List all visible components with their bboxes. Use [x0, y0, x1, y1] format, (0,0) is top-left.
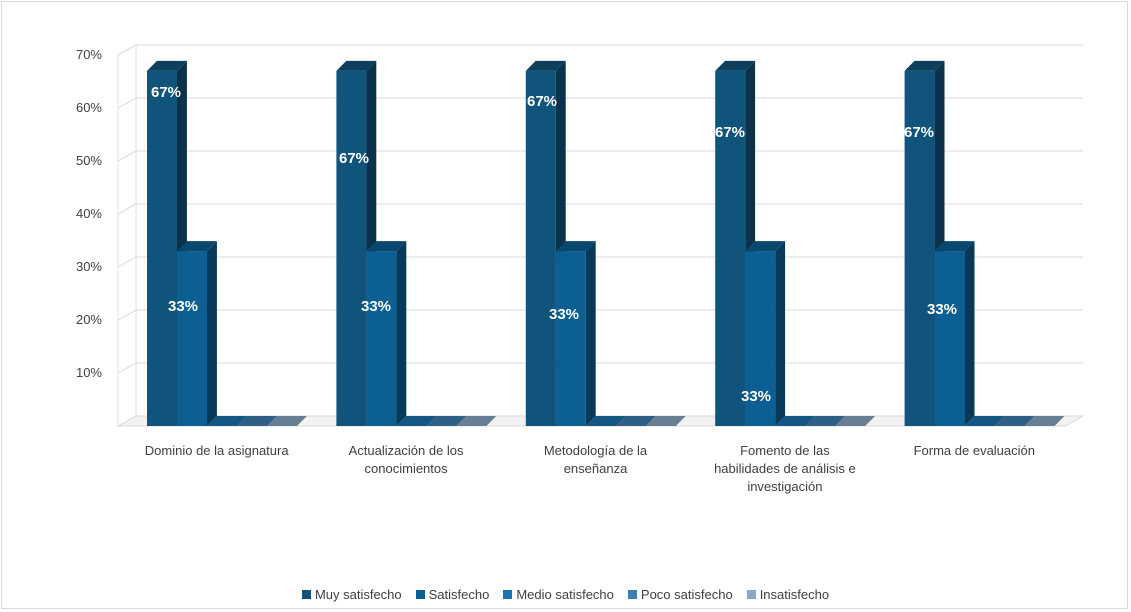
gridline-side [117, 362, 137, 374]
bar-side [207, 241, 217, 426]
y-tick-label: 10% [76, 365, 102, 380]
bar-top [805, 416, 846, 426]
y-tick-label: 30% [76, 259, 102, 274]
legend-label: Insatisfecho [759, 587, 830, 602]
bar [715, 70, 746, 427]
x-category-label: conocimientos [365, 461, 449, 476]
gridline-side [117, 309, 137, 321]
x-category-label: habilidades de análisis e [714, 461, 856, 476]
y-tick-label: 50% [76, 153, 102, 168]
data-label: 67% [904, 124, 934, 141]
legend-label: Muy satisfecho [314, 587, 402, 602]
bar [745, 251, 776, 426]
y-tick-label: 70% [76, 47, 102, 62]
x-category-label: Fomento de las [740, 443, 830, 458]
data-label: 33% [927, 301, 957, 318]
bar-top [715, 60, 756, 71]
x-category-label: Actualización de los [349, 443, 464, 458]
bar-top [366, 241, 407, 252]
y-tick-label: 60% [76, 100, 102, 115]
legend-swatch [301, 590, 311, 599]
bar-top [835, 416, 876, 426]
bar-top [1024, 416, 1065, 426]
legend-label: Satisfecho [428, 587, 490, 602]
bar-top [525, 60, 566, 71]
bar-top [426, 416, 467, 426]
legend-swatch [415, 590, 425, 599]
x-category-label: Forma de evaluación [914, 443, 1035, 458]
bar-top [585, 416, 626, 426]
legend-swatch [746, 590, 756, 599]
legend-item: Insatisfecho [746, 587, 830, 602]
bar-top [267, 416, 307, 426]
bar-top [994, 416, 1035, 426]
bar-side [396, 241, 407, 426]
legend-swatch [627, 590, 637, 599]
legend-item: Medio satisfecho [503, 587, 614, 602]
bar-top [237, 416, 277, 426]
bar-top [645, 416, 686, 426]
legend-item: Poco satisfecho [627, 587, 733, 602]
gridline-side [117, 97, 137, 109]
bar [904, 70, 935, 427]
bar-top [555, 241, 596, 252]
bar [555, 251, 586, 426]
bar-top [207, 416, 247, 426]
bar [366, 251, 397, 426]
x-category-label: Dominio de la asignatura [145, 443, 290, 458]
x-category-label: enseñanza [564, 461, 628, 476]
bar-side [585, 241, 596, 426]
gridline-side [117, 150, 137, 162]
bar-side [964, 241, 975, 426]
data-label: 67% [527, 93, 557, 110]
bar [525, 70, 556, 427]
gridline-side [117, 44, 137, 56]
bar [177, 251, 207, 426]
data-label: 67% [151, 84, 181, 101]
bar-top [336, 60, 377, 71]
data-label: 33% [168, 298, 198, 315]
side-wall [117, 44, 137, 427]
legend-item: Satisfecho [415, 587, 490, 602]
bar-top [775, 416, 816, 426]
bar-top [934, 241, 975, 252]
data-label: 67% [715, 124, 745, 141]
legend-item: Muy satisfecho [301, 587, 402, 602]
bar-top [147, 60, 187, 71]
legend-swatch [503, 590, 513, 599]
bar [336, 70, 367, 427]
x-category-label: investigación [747, 479, 822, 494]
y-tick-label: 40% [76, 206, 102, 221]
bar-top [177, 241, 217, 252]
bar [147, 70, 177, 427]
data-label: 67% [339, 150, 369, 167]
bar-side [775, 241, 786, 426]
gridline-side [117, 203, 137, 215]
bar-top [964, 416, 1005, 426]
bar-top [456, 416, 497, 426]
data-label: 33% [549, 306, 579, 323]
bar [934, 251, 965, 426]
gridline-side [117, 256, 137, 268]
bar-top [745, 241, 786, 252]
bar-top [615, 416, 656, 426]
legend-label: Medio satisfecho [516, 587, 614, 602]
data-label: 33% [361, 298, 391, 315]
x-category-label: Metodología de la [544, 443, 648, 458]
data-label: 33% [741, 388, 771, 405]
chart-legend: Muy satisfecho Satisfecho Medio satisfecho… [0, 587, 1131, 602]
bar-top [904, 60, 945, 71]
y-tick-label: 20% [76, 312, 102, 327]
bar-top [396, 416, 437, 426]
legend-label: Poco satisfecho [640, 587, 733, 602]
